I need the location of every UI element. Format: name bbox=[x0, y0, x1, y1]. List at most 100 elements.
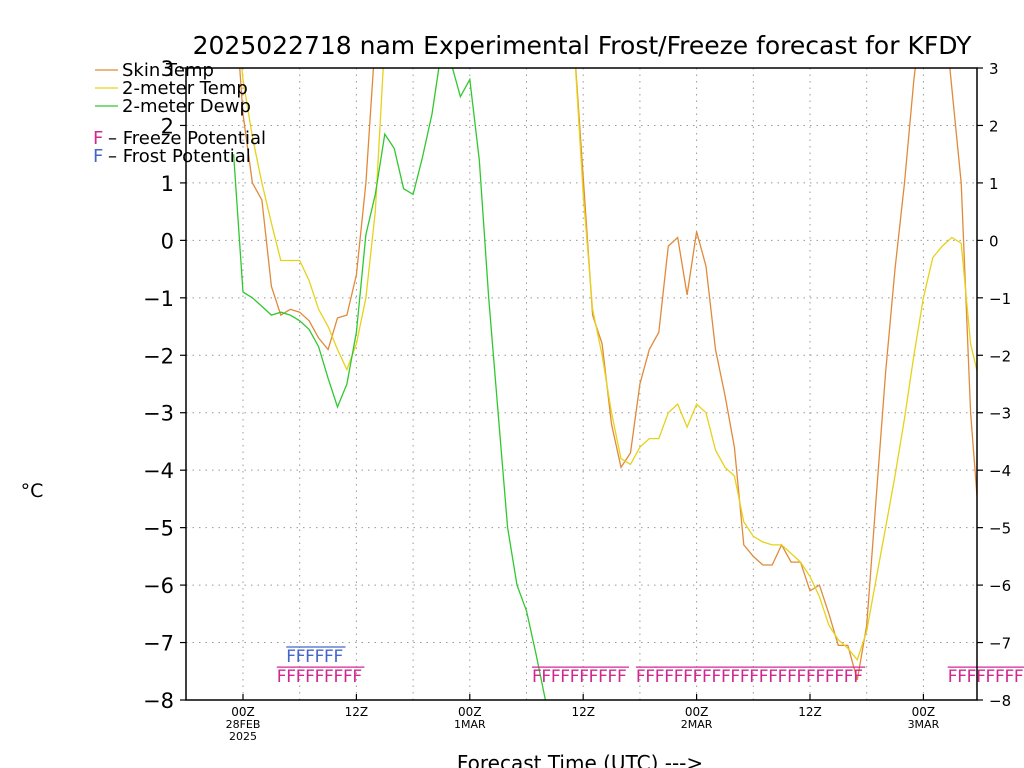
freeze-marker: F bbox=[834, 667, 844, 687]
axis-ticks: 3 3 2 2 1 1 0 0 −1 −1 −2 −2 −3 −3 −4 −4 −5 −5 −6 −6 −7 −7 −8 −8… bbox=[143, 57, 1011, 743]
freeze-marker: F bbox=[636, 667, 646, 687]
freeze-marker: F bbox=[797, 667, 807, 687]
freeze-marker: F bbox=[806, 667, 816, 687]
x-tick-label: 3MAR bbox=[908, 718, 940, 731]
y-tick-label-right: 3 bbox=[989, 60, 999, 78]
frost-marker: F bbox=[334, 647, 344, 667]
freeze-marker: F bbox=[778, 667, 788, 687]
freeze-marker: F bbox=[693, 667, 703, 687]
freeze-marker: F bbox=[1004, 667, 1014, 687]
freeze-marker: F bbox=[853, 667, 863, 687]
freeze-marker: F bbox=[551, 667, 561, 687]
y-tick-label-left: 0 bbox=[161, 229, 174, 253]
y-tick-label-left: −2 bbox=[143, 344, 174, 368]
freeze-marker: F bbox=[749, 667, 759, 687]
freeze-marker: F bbox=[305, 667, 315, 687]
chart-title: 2025022718 nam Experimental Frost/Freeze… bbox=[193, 31, 972, 60]
freeze-marker: F bbox=[815, 667, 825, 687]
freeze-marker: F bbox=[1014, 667, 1024, 687]
legend-label: 2-meter Temp bbox=[122, 78, 248, 99]
freeze-marker: F bbox=[995, 667, 1005, 687]
freeze-marker: F bbox=[702, 667, 712, 687]
series-lines bbox=[232, 68, 977, 700]
y-tick-label-left: −8 bbox=[143, 689, 174, 713]
y-tick-label-left: −6 bbox=[143, 574, 174, 598]
x-tick-label: 12Z bbox=[571, 705, 595, 719]
y-tick-label-left: 3 bbox=[161, 57, 174, 81]
frost-marker: F bbox=[324, 647, 334, 667]
freeze-marker: F bbox=[844, 667, 854, 687]
freeze-marker: F bbox=[948, 667, 958, 687]
y-tick-label-right: 0 bbox=[989, 232, 999, 250]
y-tick-label-right: 1 bbox=[989, 175, 999, 193]
freeze-marker: F bbox=[683, 667, 693, 687]
freeze-marker: F bbox=[712, 667, 722, 687]
y-tick-label-right: −5 bbox=[989, 520, 1011, 538]
y-tick-label-left: 1 bbox=[161, 172, 174, 196]
y-tick-label-left: −4 bbox=[143, 459, 174, 483]
y-tick-label-right: −7 bbox=[989, 635, 1011, 653]
x-tick-label: 2MAR bbox=[681, 718, 713, 731]
freeze-marker: F bbox=[560, 667, 570, 687]
freeze-marker: F bbox=[532, 667, 542, 687]
y-tick-label-right: 2 bbox=[989, 117, 999, 135]
y-tick-label-right: −8 bbox=[989, 692, 1011, 710]
y-tick-label-right: −2 bbox=[989, 347, 1011, 365]
y-tick-label-right: −3 bbox=[989, 405, 1011, 423]
series-line-3 bbox=[232, 68, 547, 700]
series-line-2 bbox=[241, 68, 977, 662]
freeze-marker: F bbox=[617, 667, 627, 687]
y-tick-label-left: 2 bbox=[161, 114, 174, 138]
freeze-marker: F bbox=[324, 667, 334, 687]
x-tick-label: 00Z bbox=[912, 705, 936, 719]
series-line-1 bbox=[239, 68, 977, 681]
y-tick-label-left: −7 bbox=[143, 632, 174, 656]
freeze-marker: F bbox=[296, 667, 306, 687]
x-tick-label: 12Z bbox=[345, 705, 369, 719]
freeze-marker: F bbox=[334, 667, 344, 687]
freeze-marker: F bbox=[352, 667, 362, 687]
y-tick-label-left: −3 bbox=[143, 402, 174, 426]
freeze-marker: F bbox=[343, 667, 353, 687]
x-tick-label: 28FEB bbox=[226, 718, 261, 731]
y-tick-label-right: −1 bbox=[989, 290, 1011, 308]
potential-legend-mark: F bbox=[93, 146, 103, 167]
potential-legend-mark: F bbox=[93, 128, 103, 149]
x-tick-label: 12Z bbox=[798, 705, 822, 719]
x-tick-label: 00Z bbox=[685, 705, 709, 719]
y-tick-label-left: −1 bbox=[143, 287, 174, 311]
legend-label: Skin Temp bbox=[122, 60, 214, 81]
frost-marker: F bbox=[296, 647, 306, 667]
freeze-marker: F bbox=[721, 667, 731, 687]
freeze-marker: F bbox=[759, 667, 769, 687]
frost-marker: F bbox=[286, 647, 296, 667]
plot-frame bbox=[185, 67, 978, 701]
freeze-marker: F bbox=[589, 667, 599, 687]
potential-legend-label: – Frost Potential bbox=[108, 146, 251, 167]
freeze-marker: F bbox=[664, 667, 674, 687]
freeze-marker: F bbox=[286, 667, 296, 687]
y-tick-label-right: −4 bbox=[989, 462, 1011, 480]
x-tick-label: 2025 bbox=[229, 730, 257, 743]
freeze-marker: F bbox=[957, 667, 967, 687]
x-tick-label: 1MAR bbox=[454, 718, 486, 731]
freeze-marker: F bbox=[315, 667, 325, 687]
freeze-marker: F bbox=[730, 667, 740, 687]
freeze-marker: F bbox=[976, 667, 986, 687]
x-tick-label: 00Z bbox=[231, 705, 255, 719]
freeze-marker: F bbox=[579, 667, 589, 687]
x-axis-label: Forecast Time (UTC) ---> bbox=[457, 751, 703, 768]
freeze-marker: F bbox=[277, 667, 287, 687]
y-tick-label-left: −5 bbox=[143, 517, 174, 541]
frost-marker: F bbox=[305, 647, 315, 667]
y-tick-label-right: −6 bbox=[989, 577, 1011, 595]
y-axis-label: °C bbox=[21, 480, 44, 502]
